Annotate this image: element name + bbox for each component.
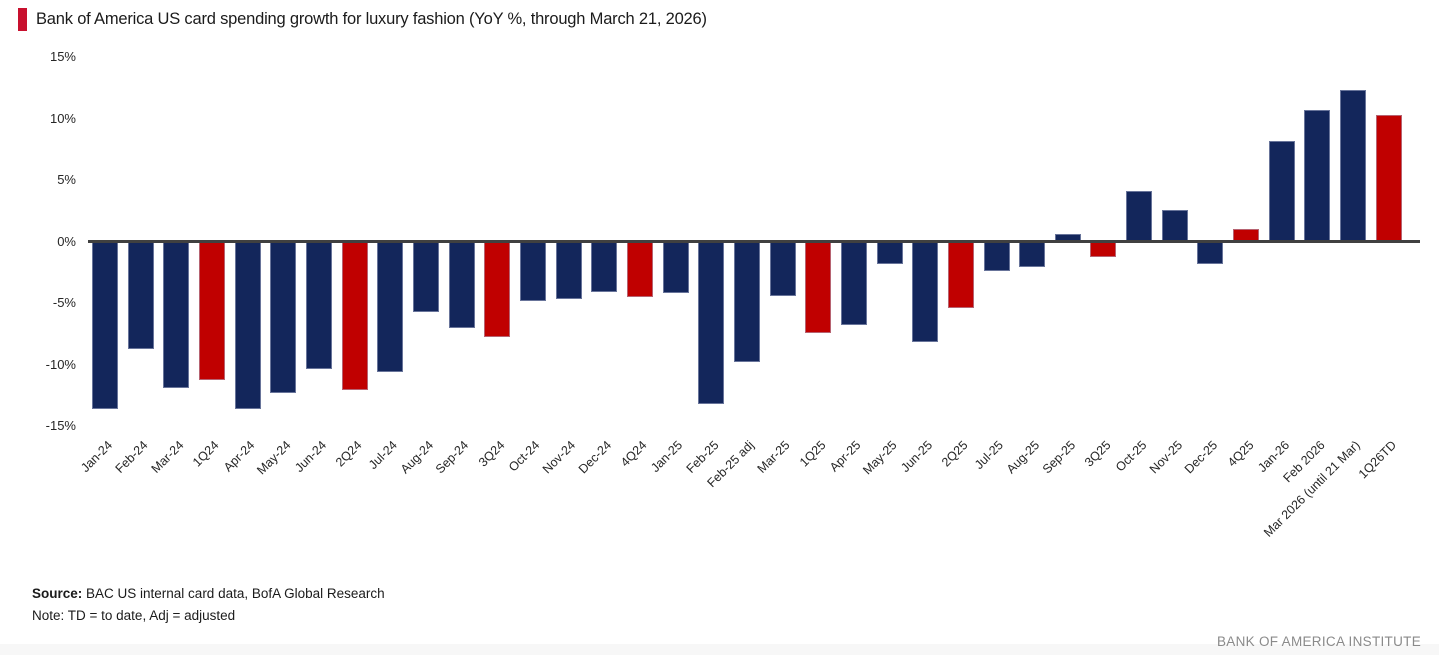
x-tick-label-4q24: 4Q24	[618, 438, 650, 470]
x-tick-label-2q25: 2Q25	[939, 438, 971, 470]
bar-aug-24	[412, 241, 439, 312]
bar-may-24	[270, 241, 297, 393]
bar-feb-25	[698, 241, 725, 404]
bar-dec-25	[1197, 241, 1224, 264]
bar-feb-2026	[1304, 109, 1331, 242]
bar-3q25	[1090, 241, 1117, 258]
bar-3q24	[484, 241, 511, 338]
x-tick-label-feb-24: Feb-24	[112, 438, 151, 476]
x-tick-label-jul-25: Jul-25	[972, 438, 1007, 472]
plot-area	[88, 57, 1420, 426]
x-tick-label-nov-24: Nov-24	[540, 438, 579, 477]
chart-footer: Source: BAC US internal card data, BofA …	[32, 583, 385, 627]
x-tick-label-dec-24: Dec-24	[575, 438, 615, 477]
bar-nov-25	[1161, 209, 1188, 242]
bar-mar-2026-until-21-mar	[1340, 90, 1367, 242]
x-tick-label-jul-24: Jul-24	[366, 438, 401, 472]
bar-nov-24	[555, 241, 582, 300]
x-tick-label-may-25: May-25	[860, 438, 900, 478]
x-tick-label-3q24: 3Q24	[475, 438, 508, 470]
x-tick-label-apr-25: Apr-25	[827, 438, 864, 475]
y-axis-tick-labels: 15% 10% 5% 0% -5% -10% -15%	[0, 49, 76, 447]
x-tick-label-mar-25: Mar-25	[754, 438, 793, 476]
x-tick-label-oct-25: Oct-25	[1112, 438, 1150, 475]
y-tick-label-neg15pct: -15%	[45, 418, 76, 433]
bar-jan-24	[92, 241, 118, 409]
bar-feb-24	[127, 241, 154, 349]
chart-header: Bank of America US card spending growth …	[18, 8, 707, 31]
bar-4q24	[626, 241, 653, 297]
bar-2q25	[947, 241, 974, 308]
x-tick-label-2q24: 2Q24	[332, 438, 365, 470]
source-line: Source: BAC US internal card data, BofA …	[32, 583, 385, 605]
x-tick-label-1q25: 1Q25	[796, 438, 829, 470]
x-axis-tick-labels: Jan-24 Feb-24 Mar-24 1Q24 Apr-24 May-24 Jun-24…	[78, 438, 1420, 578]
x-tick-label-sep-24: Sep-24	[433, 438, 472, 477]
bar-feb-25-adj	[733, 241, 760, 363]
bar-dec-24	[591, 241, 618, 292]
zero-axis-line	[88, 240, 1420, 243]
y-tick-label-neg5pct: -5%	[52, 295, 76, 310]
y-tick-label-5pct: 5%	[57, 172, 76, 187]
y-tick-label-15pct: 15%	[49, 49, 76, 64]
x-tick-label-may-24: May-24	[253, 438, 294, 478]
note-line: Note: TD = to date, Adj = adjusted	[32, 608, 236, 623]
bar-1q25	[805, 241, 832, 333]
x-tick-label-sep-25: Sep-25	[1039, 438, 1078, 477]
x-tick-label-1q26td: 1Q26TD	[1355, 438, 1399, 482]
x-tick-label-jun-24: Jun-24	[291, 438, 329, 475]
x-tick-label-aug-25: Aug-25	[1003, 438, 1043, 477]
bar-1q26td	[1375, 114, 1402, 242]
x-tick-label-oct-24: Oct-24	[506, 438, 543, 475]
x-tick-label-4q25: 4Q25	[1224, 438, 1257, 470]
x-tick-label-aug-24: Aug-24	[397, 438, 436, 477]
source-text: BAC US internal card data, BofA Global R…	[82, 586, 385, 601]
bar-apr-24	[234, 241, 261, 409]
x-tick-label-nov-25: Nov-25	[1146, 438, 1185, 477]
x-tick-label-3q25: 3Q25	[1081, 438, 1114, 470]
bar-2q24	[341, 241, 368, 391]
bar-oct-24	[519, 241, 546, 301]
bar-oct-25	[1126, 191, 1153, 242]
bottom-band	[0, 644, 1439, 655]
bar-mar-25	[769, 241, 796, 296]
bar-sep-24	[448, 241, 475, 328]
bar-apr-25	[840, 241, 867, 326]
y-tick-label-0pct: 0%	[57, 233, 76, 249]
source-label: Source:	[32, 586, 83, 601]
x-tick-label-jan-24: Jan-24	[77, 438, 115, 475]
bar-may-25	[876, 241, 903, 264]
chart-title: Bank of America US card spending growth …	[36, 10, 707, 28]
x-tick-label-jun-25: Jun-25	[898, 438, 936, 475]
bar-1q24	[198, 241, 225, 381]
x-tick-label-mar-24: Mar-24	[148, 438, 187, 476]
bar-mar-24	[163, 241, 190, 388]
bar-jul-25	[983, 241, 1010, 272]
x-tick-label-jan-25: Jan-25	[648, 438, 686, 475]
bar-jun-24	[305, 241, 332, 370]
bar-jul-24	[377, 241, 404, 372]
bar-jun-25	[912, 241, 939, 343]
title-accent-bar	[18, 8, 27, 31]
bar-jan-25	[662, 241, 689, 294]
bar-aug-25	[1019, 241, 1046, 268]
x-tick-label-dec-25: Dec-25	[1181, 438, 1221, 477]
x-tick-label-1q24: 1Q24	[190, 438, 222, 470]
institute-branding: BANK OF AMERICA INSTITUTE	[1216, 634, 1421, 649]
bar-jan-26	[1268, 140, 1295, 242]
y-tick-label-10pct: 10%	[49, 110, 76, 126]
x-tick-label-apr-24: Apr-24	[221, 438, 258, 475]
y-tick-label-neg10pct: -10%	[45, 356, 76, 372]
